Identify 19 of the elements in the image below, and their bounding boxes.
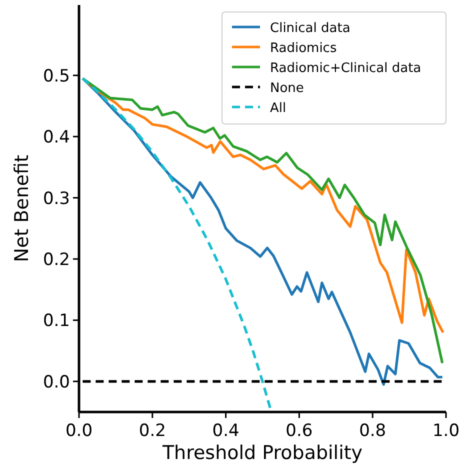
x-tick-label: 0.0: [65, 421, 93, 441]
y-tick-label: 0.1: [42, 311, 70, 332]
y-axis-title: Net Benefit: [11, 154, 33, 262]
y-tick-label: 0.3: [42, 188, 70, 209]
legend-label: All: [270, 101, 286, 116]
legend-label: Radiomic+Clinical data: [270, 61, 422, 76]
y-tick-label: 0.0: [42, 372, 70, 392]
legend-label: Radiomics: [270, 41, 337, 56]
y-tick-label: 0.2: [42, 250, 70, 270]
legend-label: Clinical data: [270, 21, 350, 36]
x-tick-label: 0.6: [286, 421, 313, 441]
x-tick-label: 1.0: [432, 421, 460, 441]
x-axis-title: Threshold Probability: [161, 442, 363, 464]
x-tick-label: 0.4: [212, 421, 240, 441]
legend-label: None: [270, 81, 304, 96]
y-tick-label: 0.4: [42, 128, 70, 148]
y-tick-label: 0.5: [42, 66, 70, 86]
x-tick-label: 0.8: [359, 421, 386, 441]
x-tick-label: 0.2: [138, 421, 166, 441]
